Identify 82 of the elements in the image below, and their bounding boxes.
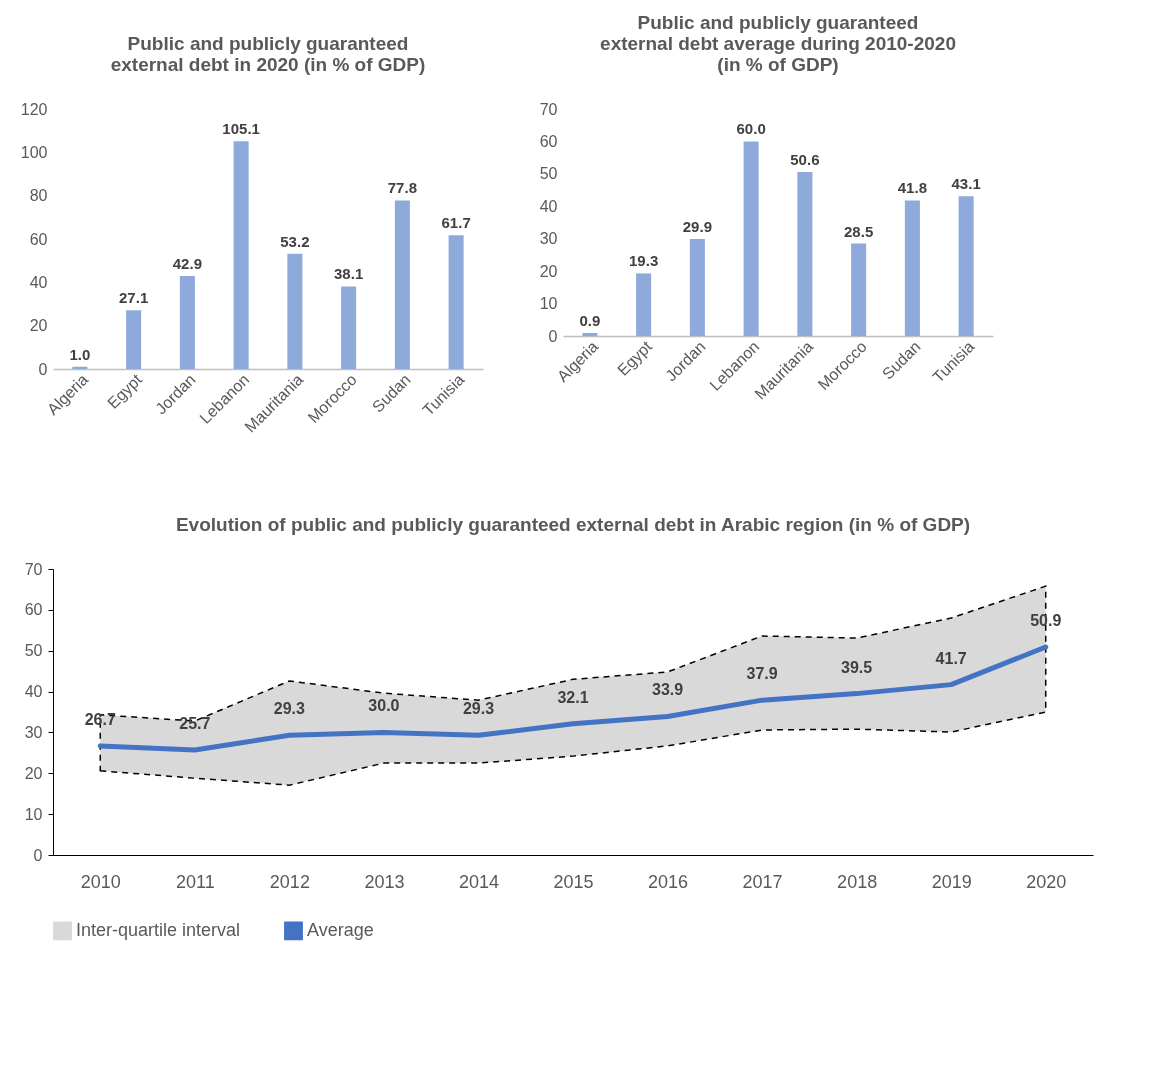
bar: [582, 333, 598, 336]
data-label: 53.2: [280, 232, 310, 250]
data-label: 25.7: [179, 715, 211, 732]
data-label: 29.3: [462, 700, 495, 718]
x-tick-label: 2016: [648, 871, 689, 892]
data-label: 32.1: [557, 688, 589, 706]
data-label: 28.5: [844, 222, 874, 240]
x-tick-label: 2012: [269, 871, 310, 892]
y-tick-label: 50: [24, 642, 43, 660]
legend-label: Inter-quartile interval: [76, 919, 241, 940]
chart-title: Public and publicly guaranteed external debt in 2020 (in % of GDP): [110, 33, 426, 75]
data-label: 61.7: [441, 214, 471, 232]
data-label: 39.5: [841, 658, 873, 676]
bar: [448, 235, 464, 369]
x-tick-label: 2010: [80, 871, 121, 892]
y-tick-label: 40: [29, 273, 48, 291]
bar: [233, 141, 249, 369]
y-tick-label: 30: [539, 230, 558, 248]
y-tick-label: 0: [33, 846, 43, 864]
data-label: 1.0: [69, 345, 91, 363]
chart-title: Evolution of public and publicly guaranteed external debt in Arabic region (in % of GDP): [175, 514, 971, 535]
y-tick-label: 60: [539, 132, 558, 150]
bar: [743, 141, 759, 336]
y-tick-label: 60: [29, 230, 48, 248]
bar: [126, 310, 142, 369]
data-label: 37.9: [746, 665, 778, 683]
x-tick-label: 2014: [458, 871, 499, 892]
bar: [287, 253, 303, 369]
y-tick-label: 50: [539, 165, 558, 183]
data-label: 77.8: [387, 179, 417, 197]
chart-title: Public and publicly guaranteed external debt average during 2010-2020 (in % of GDP): [600, 12, 956, 75]
x-tick-label: 2013: [364, 871, 405, 892]
data-label: 38.1: [334, 265, 364, 283]
data-label: 105.1: [222, 120, 260, 138]
y-tick-label: 10: [539, 295, 558, 313]
data-label: 26.7: [84, 710, 116, 728]
y-tick-label: 60: [24, 601, 43, 619]
y-tick-label: 20: [539, 262, 558, 280]
bar: [72, 366, 88, 369]
bar: [689, 239, 705, 336]
y-tick-label: 10: [24, 805, 43, 823]
x-tick-label: 2018: [837, 871, 878, 892]
data-label: 19.3: [629, 252, 659, 270]
bar: [341, 286, 357, 369]
x-tick-label: 2011: [175, 871, 215, 892]
legend-label: Average: [307, 919, 374, 940]
y-tick-label: 40: [24, 683, 43, 701]
y-tick-label: 80: [29, 187, 48, 205]
bar: [636, 273, 652, 336]
data-label: 33.9: [651, 681, 684, 699]
bar: [179, 276, 195, 369]
y-tick-label: 70: [539, 100, 558, 118]
bar: [904, 200, 920, 336]
x-tick-label: 2017: [742, 871, 783, 892]
data-label: 41.8: [897, 179, 927, 197]
y-tick-label: 40: [539, 197, 558, 215]
y-tick-label: 20: [29, 317, 48, 335]
x-tick-label: 2015: [553, 871, 594, 892]
y-tick-label: 20: [24, 764, 43, 782]
bar: [851, 243, 867, 336]
data-label: 60.0: [736, 120, 766, 138]
data-label: 0.9: [579, 312, 601, 330]
y-tick-label: 30: [24, 723, 43, 741]
data-label: 50.9: [1030, 612, 1062, 630]
y-tick-label: 70: [24, 560, 43, 578]
data-label: 29.3: [273, 700, 306, 718]
x-tick-label: 2020: [1026, 871, 1067, 892]
y-tick-label: 120: [20, 100, 48, 118]
bar: [958, 196, 974, 336]
data-label: 43.1: [951, 175, 981, 193]
bar: [797, 171, 813, 336]
data-label: 29.9: [682, 218, 712, 236]
y-tick-label: 0: [38, 360, 48, 378]
data-label: 30.0: [368, 697, 400, 715]
data-label: 41.7: [935, 649, 967, 667]
y-tick-label: 100: [20, 143, 48, 161]
bar: [394, 200, 410, 369]
data-label: 42.9: [172, 255, 202, 273]
data-label: 50.6: [790, 150, 820, 168]
y-tick-label: 0: [548, 327, 558, 345]
data-label: 27.1: [119, 289, 149, 307]
x-tick-label: 2019: [931, 871, 972, 892]
